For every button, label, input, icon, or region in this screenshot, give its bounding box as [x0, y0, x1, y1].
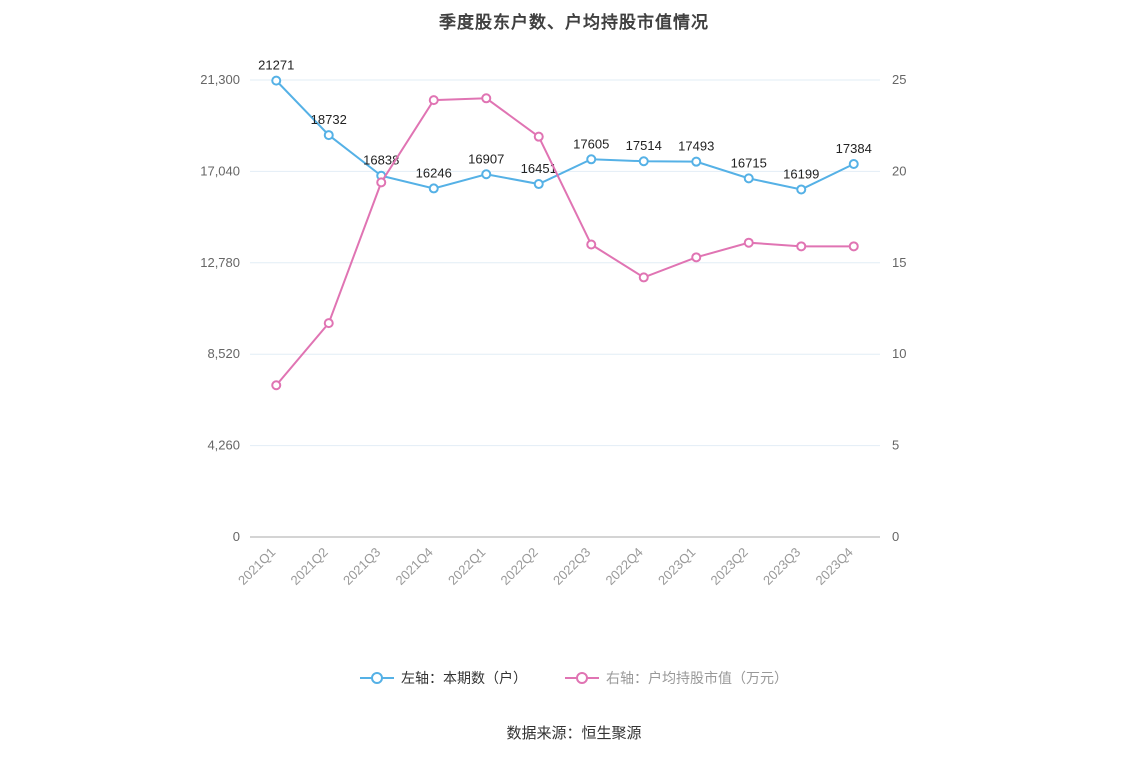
legend-item-market-value[interactable]: 右轴：户均持股市值（万元） — [565, 668, 788, 688]
right-axis-tick-label: 0 — [892, 529, 899, 544]
data-point-right — [848, 241, 859, 252]
data-point-label: 16451 — [521, 161, 557, 176]
data-point-left — [796, 184, 807, 195]
left-axis-tick-label: 8,520 — [207, 346, 240, 361]
data-point-right — [376, 177, 387, 188]
right-axis-tick-label: 10 — [892, 346, 906, 361]
x-axis-category-label: 2023Q1 — [655, 545, 698, 588]
data-point-right — [691, 252, 702, 263]
right-axis-tick-label: 25 — [892, 72, 906, 87]
data-point-right — [638, 272, 649, 283]
data-point-label: 21271 — [258, 58, 294, 73]
x-axis-category-label: 2021Q4 — [393, 545, 436, 588]
line-chart: 0 4,260 8,520 12,780 17,040 21,300 0 5 10 15 20 25 2… — [200, 58, 906, 588]
data-source-footer: 数据来源：恒生聚源 — [506, 725, 642, 742]
data-point-label: 17384 — [836, 141, 872, 156]
legend-label-shareholders: 左轴：本期数（户） — [401, 670, 527, 686]
left-axis-tick-label: 12,780 — [200, 255, 240, 270]
data-point-left — [323, 130, 334, 141]
left-axis-tick-label: 17,040 — [200, 163, 240, 178]
right-axis-tick-label: 15 — [892, 255, 906, 270]
x-axis-category-label: 2022Q2 — [498, 545, 541, 588]
data-point-right — [271, 380, 282, 391]
data-point-label: 17514 — [626, 138, 662, 153]
data-point-left — [481, 169, 492, 180]
data-point-left — [691, 156, 702, 167]
legend-line-marker-blue-icon — [360, 672, 394, 684]
data-point-right — [586, 239, 597, 250]
data-point-left — [533, 179, 544, 190]
data-point-label: 16199 — [783, 166, 819, 181]
x-axis-category-label: 2021Q2 — [288, 545, 331, 588]
data-point-label: 17605 — [573, 136, 609, 151]
x-axis-category-label: 2022Q1 — [445, 545, 488, 588]
data-point-left — [638, 156, 649, 167]
series-line-right — [275, 97, 854, 386]
chart-legend: 左轴：本期数（户） 右轴：户均持股市值（万元） — [0, 668, 1148, 688]
left-axis-tick-label: 0 — [233, 529, 240, 544]
data-point-left — [586, 154, 597, 165]
data-point-left — [743, 173, 754, 184]
data-point-label: 18732 — [311, 112, 347, 127]
data-point-right — [481, 93, 492, 104]
x-axis-category-label: 2022Q4 — [603, 545, 646, 588]
data-point-label: 16907 — [468, 151, 504, 166]
data-point-label: 16246 — [416, 165, 452, 180]
legend-label-market-value: 右轴：户均持股市值（万元） — [606, 670, 788, 686]
x-axis-category-label: 2022Q3 — [550, 545, 593, 588]
data-point-right — [796, 241, 807, 252]
data-point-label: 17493 — [678, 139, 714, 154]
data-point-left — [848, 159, 859, 170]
x-axis-category-label: 2021Q1 — [235, 545, 278, 588]
left-axis-tick-label: 21,300 — [200, 72, 240, 87]
data-point-label: 16715 — [731, 155, 767, 170]
data-point-label: 16838 — [363, 153, 399, 168]
series-line-left — [275, 79, 855, 191]
x-axis-category-label: 2021Q3 — [340, 545, 383, 588]
left-axis-tick-label: 4,260 — [207, 438, 240, 453]
data-point-right — [533, 131, 544, 142]
data-point-right — [323, 318, 334, 329]
data-point-right — [428, 95, 439, 106]
x-axis-category-label: 2023Q3 — [760, 545, 803, 588]
right-axis-tick-label: 20 — [892, 163, 906, 178]
data-point-left — [428, 183, 439, 194]
x-axis-category-label: 2023Q4 — [813, 545, 856, 588]
chart-title: 季度股东户数、户均持股市值情况 — [439, 13, 709, 32]
data-point-right — [743, 237, 754, 248]
legend-item-shareholders[interactable]: 左轴：本期数（户） — [360, 668, 527, 688]
legend-line-marker-pink-icon — [565, 672, 599, 684]
x-axis-category-label: 2023Q2 — [708, 545, 751, 588]
data-point-left — [271, 75, 282, 86]
right-axis-tick-label: 5 — [892, 438, 899, 453]
